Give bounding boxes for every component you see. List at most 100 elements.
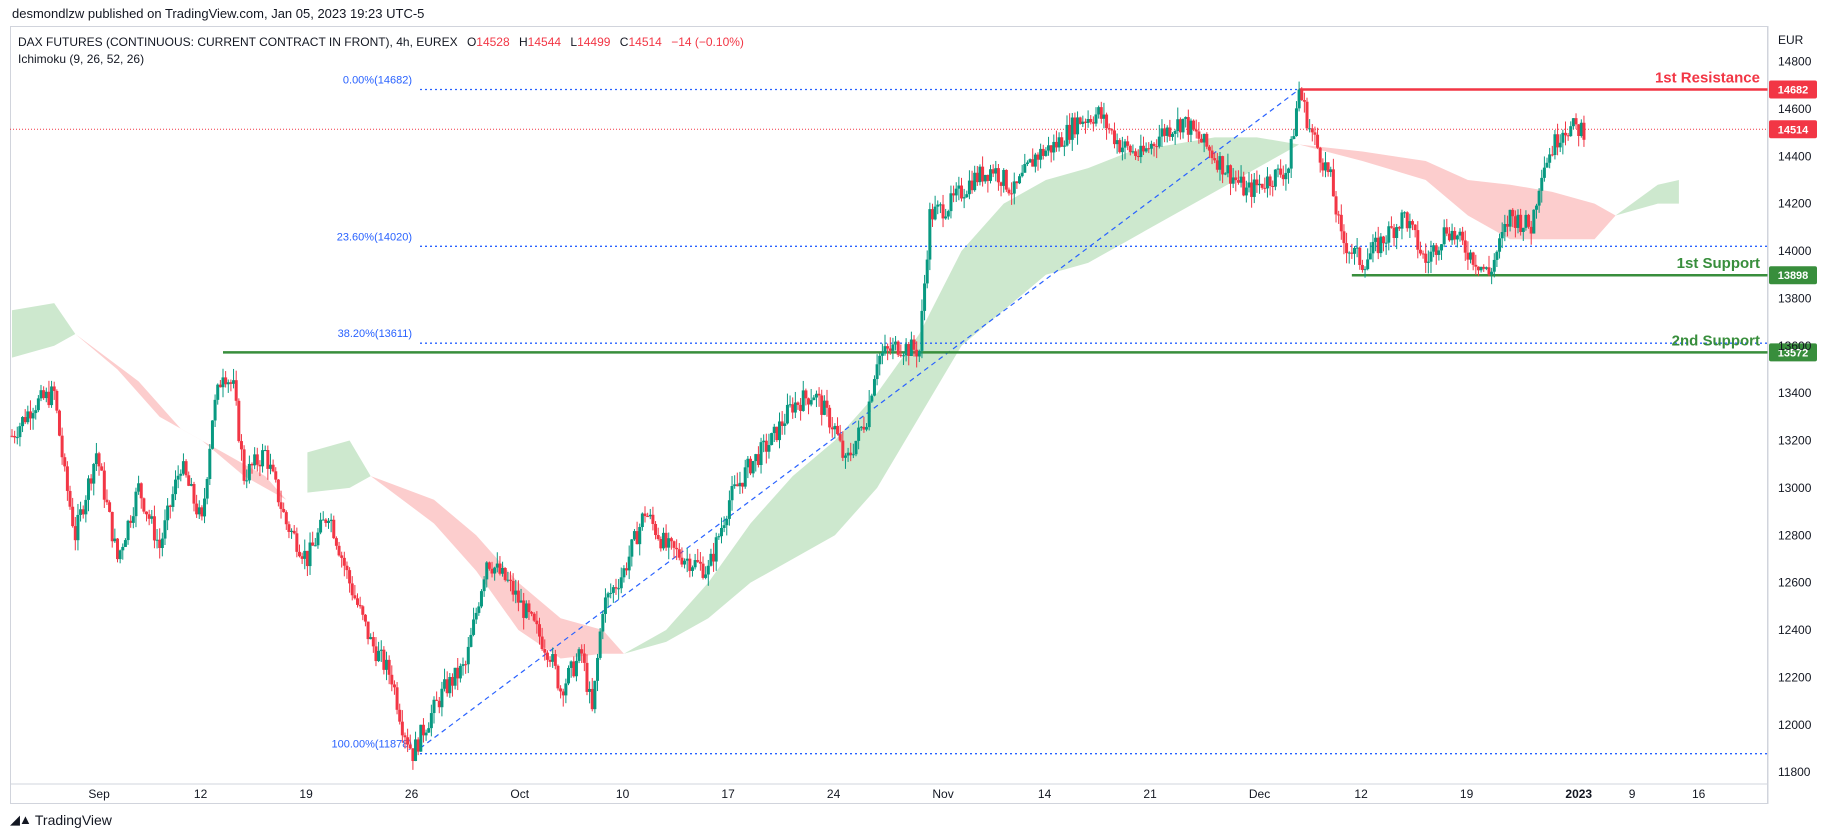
fib-level-label: 38.20%(13611): [338, 328, 412, 340]
candle-body: [970, 180, 974, 191]
candle-body: [81, 509, 85, 515]
candle-body: [561, 691, 565, 696]
candle-body: [574, 660, 578, 677]
indicator-row[interactable]: Ichimoku (9, 26, 52, 26): [18, 52, 145, 66]
candle-body: [524, 603, 528, 618]
candle-body: [925, 259, 929, 284]
candle-body: [1569, 126, 1573, 137]
candle-body: [1152, 143, 1156, 147]
time-axis[interactable]: Sep 12 19 26 Oct 10 17 24 Nov 14 21 Dec 12 19 2023 9 16: [10, 783, 1768, 801]
price-axis[interactable]: EUR 11800 12000 12200 12400 12600 12800 13000 1…: [1767, 26, 1812, 804]
candle-body: [949, 193, 953, 212]
time-tick-label: 14: [1038, 787, 1052, 801]
candle-body: [1131, 151, 1135, 153]
candle-body: [907, 344, 911, 356]
candle-body: [809, 400, 813, 405]
candle-body: [411, 748, 415, 762]
candle-body: [727, 500, 731, 519]
candle-body: [1437, 250, 1441, 255]
candle-body: [1392, 227, 1396, 238]
candle-body: [1313, 132, 1317, 135]
time-tick-label: 21: [1143, 787, 1157, 801]
low-label: L: [570, 35, 578, 49]
low-value: 14499: [577, 35, 611, 49]
candle-body: [780, 421, 784, 426]
candle-body: [1065, 124, 1069, 146]
candle-body: [1479, 266, 1483, 271]
tradingview-logo[interactable]: ◢▲ TradingView: [10, 812, 112, 828]
candle-body: [1432, 245, 1436, 252]
candle-body: [197, 507, 201, 515]
candle-body: [1078, 117, 1082, 124]
candle-body: [1474, 264, 1478, 267]
candle-body: [817, 393, 821, 396]
candle-body: [1498, 238, 1502, 252]
candle-body: [1160, 128, 1164, 137]
open-label: O: [466, 35, 477, 49]
candle-body: [1239, 176, 1243, 183]
candle-body: [1308, 128, 1312, 130]
candle-body: [1387, 226, 1391, 243]
high-value: 14544: [527, 35, 562, 49]
candle-body: [688, 558, 692, 571]
candle-body: [559, 688, 563, 692]
candle-body: [1292, 136, 1296, 139]
candle-body: [830, 427, 834, 430]
candle-body: [569, 661, 573, 668]
candle-body: [1110, 129, 1114, 131]
candle-body: [290, 530, 294, 532]
candle-body: [1521, 227, 1525, 232]
candle-body: [1561, 132, 1565, 143]
candle-body: [1105, 114, 1109, 129]
candle-body: [392, 684, 396, 688]
price-tick-label: 12200: [1778, 670, 1812, 684]
candle-body: [166, 505, 170, 521]
candle-body: [1447, 233, 1451, 241]
candle-body: [274, 471, 278, 480]
candle-body: [582, 653, 586, 663]
candle-body: [1083, 121, 1087, 123]
candle-body: [1186, 117, 1190, 135]
candle-body: [1556, 134, 1560, 148]
support-resistance-levels: 1st Resistance 14682 1st Support 13898 2nd S…: [10, 69, 1817, 362]
candle-body: [901, 355, 905, 357]
candle-body: [52, 386, 56, 391]
candle-body: [319, 519, 323, 533]
candle-body: [429, 713, 433, 729]
candle-body: [266, 450, 270, 469]
candle-body: [872, 379, 876, 396]
candle-body: [991, 169, 995, 174]
candle-body: [849, 452, 853, 456]
candle-body: [1268, 176, 1272, 186]
price-tick-label: 14800: [1778, 55, 1812, 69]
candle-body: [57, 410, 61, 436]
candle-body: [1287, 168, 1291, 173]
cloud-segment: [12, 303, 76, 358]
candle-body: [1305, 101, 1309, 129]
candle-body: [1566, 135, 1570, 137]
candle-body: [643, 513, 647, 517]
candle-body: [427, 728, 431, 733]
candle-body: [1484, 267, 1488, 269]
candle-body: [788, 404, 792, 406]
candle-body: [722, 525, 726, 528]
candle-body: [1202, 133, 1206, 143]
candle-body: [1371, 241, 1375, 254]
candle-body: [667, 538, 671, 548]
time-tick-label: Oct: [510, 787, 529, 801]
candle-body: [664, 532, 668, 548]
candle-body: [387, 659, 391, 675]
candle-body: [474, 612, 478, 620]
candle-body: [501, 567, 505, 574]
candle-body: [651, 514, 655, 524]
candle-body: [110, 511, 114, 542]
candle-body: [137, 483, 141, 492]
candle-body: [514, 590, 518, 595]
candle-body: [1492, 259, 1496, 272]
candle-body: [754, 454, 758, 462]
candle-body: [1289, 138, 1293, 169]
candle-body: [706, 565, 710, 575]
candle-body: [880, 352, 884, 356]
candle-body: [168, 505, 172, 507]
